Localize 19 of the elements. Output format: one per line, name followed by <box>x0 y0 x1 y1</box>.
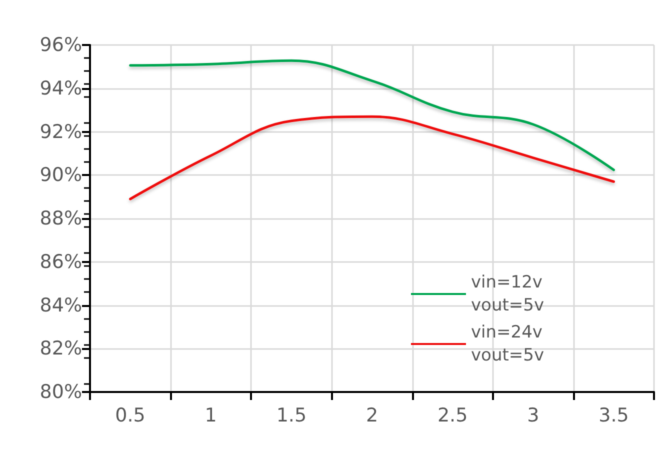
line-series <box>129 115 615 200</box>
x-tick-label: 2 <box>366 404 378 426</box>
y-tick-label: 96% <box>40 34 82 56</box>
y-tick-label: 86% <box>40 250 82 273</box>
y-tick-label: 94% <box>40 77 82 100</box>
x-tick-label: 3 <box>527 404 540 426</box>
y-tick-label: 90% <box>40 164 82 186</box>
line-series <box>129 59 615 172</box>
y-tick-label: 84% <box>40 294 82 316</box>
x-tick-label: 1.5 <box>276 404 307 426</box>
x-tick-label: 2.5 <box>437 404 468 426</box>
x-tick-label: 1 <box>204 404 217 426</box>
y-tick-label: 80% <box>40 381 82 403</box>
y-tick-label: 88% <box>40 208 82 230</box>
y-tick-label: 82% <box>40 338 82 360</box>
y-tick-label: 92% <box>40 120 82 143</box>
x-tick-label: 3.5 <box>598 404 629 426</box>
x-tick-label: 0.5 <box>115 404 146 426</box>
legend-label: vin=24v vout=5v <box>470 322 544 366</box>
